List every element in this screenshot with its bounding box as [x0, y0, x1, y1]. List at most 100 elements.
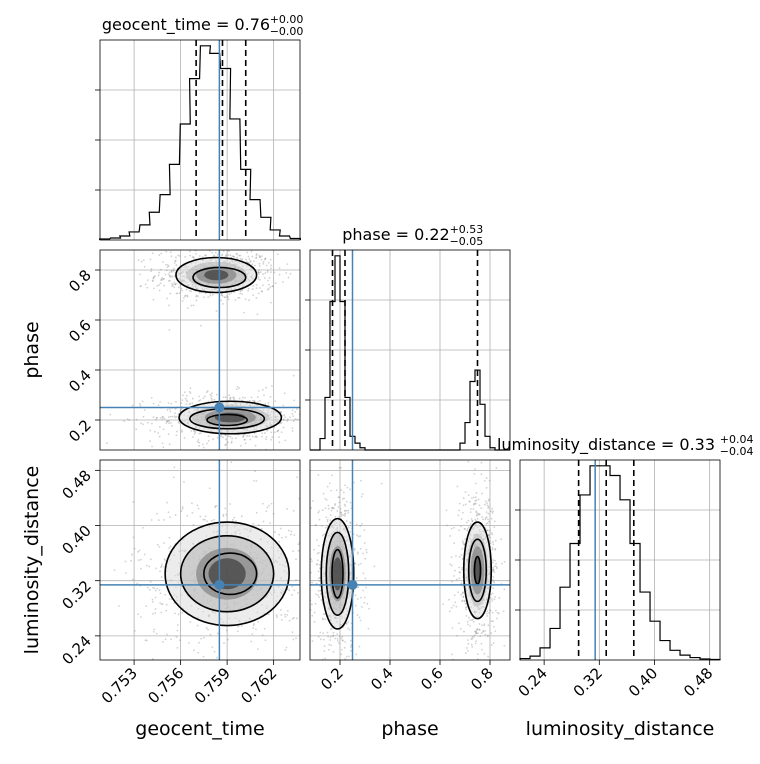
- sample-point: [240, 289, 243, 292]
- sample-point: [450, 527, 453, 530]
- sample-point: [240, 624, 243, 627]
- sample-point: [453, 575, 455, 577]
- sample-point: [183, 391, 186, 394]
- sample-point: [450, 556, 453, 559]
- sample-point: [269, 522, 271, 524]
- sample-point: [464, 602, 467, 605]
- sample-point: [458, 555, 461, 558]
- sample-point: [466, 527, 469, 530]
- sample-point: [273, 271, 276, 274]
- contour-line: [325, 531, 350, 616]
- sample-point: [477, 653, 479, 656]
- sample-point: [461, 600, 463, 602]
- title-luminosity_distance: luminosity_distance = 0.33: [497, 435, 715, 455]
- sample-point: [264, 257, 267, 260]
- sample-point: [296, 476, 298, 479]
- sample-point: [143, 553, 146, 556]
- sample-point: [475, 631, 478, 634]
- sample-point: [458, 571, 461, 574]
- sample-point: [168, 598, 171, 600]
- sample-point: [170, 402, 173, 405]
- sample-point: [207, 296, 210, 299]
- sample-point: [199, 515, 202, 518]
- sample-point: [213, 650, 216, 653]
- sample-point: [315, 524, 318, 526]
- sample-point: [179, 255, 181, 257]
- sample-point: [246, 251, 248, 254]
- sample-point: [457, 514, 460, 517]
- sample-point: [361, 523, 363, 525]
- sample-point: [154, 275, 156, 278]
- sample-point: [344, 658, 346, 660]
- sample-point: [472, 621, 475, 623]
- sample-point: [265, 436, 268, 438]
- sample-point: [174, 259, 177, 262]
- title-minus: −0.05: [450, 235, 484, 248]
- sample-point: [252, 627, 255, 629]
- sample-point: [154, 612, 157, 614]
- sample-point: [163, 558, 166, 561]
- sample-point: [174, 408, 177, 410]
- sample-point: [336, 510, 339, 512]
- sample-point: [448, 598, 450, 601]
- sample-point: [198, 432, 201, 435]
- sample-point: [189, 254, 192, 257]
- sample-point: [212, 241, 214, 243]
- sample-point: [227, 638, 229, 641]
- sample-point: [230, 442, 233, 444]
- sample-point: [464, 503, 467, 506]
- sample-point: [487, 507, 490, 509]
- sample-point: [462, 596, 465, 598]
- sample-point: [491, 511, 494, 514]
- tick-label-x: 0.756: [144, 664, 187, 707]
- sample-point: [198, 441, 201, 444]
- sample-point: [319, 589, 322, 592]
- sample-point: [186, 514, 189, 517]
- sample-point: [487, 505, 490, 508]
- sample-point: [123, 420, 126, 422]
- sample-point: [251, 255, 254, 258]
- sample-point: [273, 531, 276, 533]
- sample-point: [243, 438, 246, 441]
- sample-point: [472, 508, 475, 510]
- sample-point: [173, 281, 176, 284]
- sample-point: [313, 620, 316, 623]
- sample-point: [311, 640, 314, 643]
- sample-point: [483, 479, 486, 482]
- sample-point: [365, 551, 368, 554]
- sample-point: [460, 593, 463, 596]
- sample-point: [345, 500, 348, 503]
- sample-point: [252, 624, 255, 627]
- sample-point: [306, 419, 308, 421]
- sample-point: [150, 268, 153, 270]
- sample-point: [177, 420, 180, 423]
- sample-point: [494, 547, 497, 550]
- sample-point: [209, 294, 212, 297]
- sample-point: [494, 565, 497, 568]
- sample-point: [480, 632, 483, 634]
- sample-point: [166, 420, 169, 423]
- sample-point: [173, 415, 176, 418]
- sample-point: [206, 664, 208, 666]
- sample-point: [492, 568, 495, 570]
- sample-point: [323, 645, 326, 647]
- sample-point: [152, 279, 154, 282]
- sample-point: [202, 518, 205, 521]
- sample-point: [304, 408, 306, 410]
- sample-point: [316, 552, 319, 555]
- sample-point: [479, 635, 482, 638]
- sample-point: [334, 504, 336, 507]
- sample-point: [351, 680, 353, 682]
- sample-point: [458, 502, 461, 505]
- sample-point: [463, 630, 465, 633]
- sample-point: [253, 400, 256, 403]
- sample-point: [266, 271, 269, 274]
- sample-point: [493, 520, 496, 523]
- sample-point: [239, 254, 242, 257]
- sample-point: [212, 293, 214, 296]
- sample-point: [492, 543, 495, 546]
- sample-point: [463, 543, 466, 546]
- sample-point: [343, 503, 346, 506]
- sample-point: [151, 252, 154, 255]
- sample-point: [448, 610, 451, 613]
